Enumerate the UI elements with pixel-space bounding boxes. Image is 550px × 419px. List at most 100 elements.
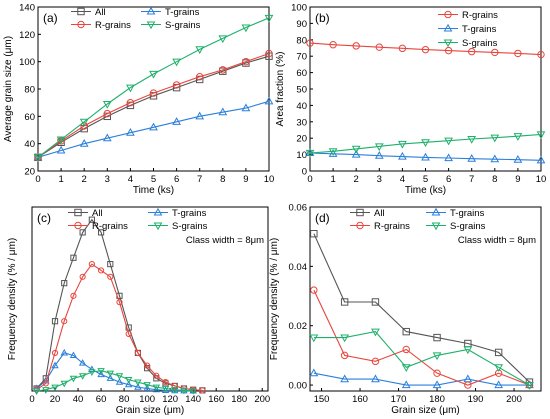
plot-frame bbox=[309, 206, 542, 392]
data-point bbox=[340, 351, 349, 360]
data-point bbox=[340, 334, 350, 343]
data-point bbox=[444, 153, 453, 162]
panel-label: (c) bbox=[37, 211, 51, 225]
legend-label: S-grains bbox=[462, 38, 498, 49]
class-width-annotation: Class width = 8μm bbox=[458, 235, 536, 246]
data-point bbox=[444, 137, 453, 146]
data-point bbox=[195, 111, 205, 120]
data-point bbox=[537, 50, 545, 59]
data-point bbox=[310, 286, 318, 294]
data-point bbox=[106, 370, 114, 378]
data-point bbox=[494, 348, 503, 357]
data-point bbox=[264, 14, 274, 23]
series-line bbox=[37, 100, 270, 158]
legend: All T-grains R-grains S-grains bbox=[71, 6, 201, 31]
data-point bbox=[88, 216, 95, 223]
y-tick-label: 100 bbox=[19, 57, 35, 68]
y-tick-label: 50 bbox=[296, 85, 307, 96]
data-point bbox=[195, 46, 205, 55]
legend-item-all: All bbox=[71, 7, 106, 18]
x-tick-label: 4 bbox=[128, 174, 133, 185]
x-tick-label: 100 bbox=[139, 394, 155, 405]
legend-label: T-grains bbox=[462, 24, 497, 35]
data-point bbox=[264, 96, 274, 105]
y-tick-label: 40 bbox=[296, 101, 307, 112]
data-point bbox=[421, 45, 430, 54]
legend-marker bbox=[444, 10, 452, 19]
y-tick-label: 30 bbox=[296, 117, 307, 128]
y-tick-label: 90 bbox=[296, 19, 307, 30]
series-t-grains bbox=[305, 148, 546, 164]
data-point bbox=[107, 273, 114, 280]
data-point bbox=[115, 378, 124, 385]
data-point bbox=[79, 138, 89, 147]
series-line bbox=[313, 330, 530, 386]
data-point bbox=[340, 298, 349, 306]
data-point bbox=[494, 380, 504, 389]
legend-marker bbox=[146, 21, 156, 30]
data-point bbox=[97, 368, 105, 375]
legend-item-r-grains: R-grains bbox=[68, 221, 128, 232]
data-point bbox=[371, 357, 380, 366]
data-point bbox=[218, 107, 228, 116]
y-tick-label: 10 bbox=[296, 150, 307, 161]
data-point bbox=[134, 383, 142, 390]
data-point bbox=[56, 145, 66, 154]
legend-item-s-grains: S-grains bbox=[438, 38, 498, 49]
y-tick-label: 70 bbox=[296, 52, 307, 63]
legend-marker bbox=[443, 39, 453, 48]
data-point bbox=[97, 267, 105, 274]
data-point bbox=[309, 368, 319, 377]
series-t-grains bbox=[309, 368, 534, 389]
data-point bbox=[432, 352, 442, 361]
x-tick-label: 120 bbox=[162, 394, 178, 405]
data-point bbox=[401, 364, 411, 372]
x-tick-label: 20 bbox=[50, 394, 61, 405]
data-point bbox=[32, 388, 41, 396]
x-axis-label: Grain size (μm) bbox=[116, 405, 185, 416]
y-axis-label: Frequency density (% / μm) bbox=[269, 238, 280, 360]
legend-label: T-grains bbox=[165, 7, 200, 18]
data-point bbox=[402, 345, 410, 354]
series-line bbox=[313, 372, 530, 386]
legend-marker bbox=[153, 207, 163, 216]
data-point bbox=[79, 229, 86, 236]
x-tick-label: 8 bbox=[492, 174, 497, 185]
data-point bbox=[328, 148, 338, 157]
plot-frame bbox=[37, 6, 270, 172]
class-width-annotation: Class width = 8μm bbox=[186, 235, 264, 246]
data-point bbox=[88, 261, 95, 268]
data-point bbox=[124, 376, 133, 384]
panel-c: 0 20 40 60 80 100 120 140 160 180 200 Grain size (μ… bbox=[7, 206, 270, 416]
data-point bbox=[79, 273, 86, 280]
x-axis-label: Time (ks) bbox=[405, 185, 446, 196]
legend-label: R-grains bbox=[374, 221, 410, 232]
data-point bbox=[152, 385, 161, 393]
y-tick-label: 60 bbox=[24, 112, 35, 123]
data-point bbox=[125, 330, 132, 337]
y-tick-label: 0.06 bbox=[289, 203, 308, 214]
y-tick-label: 40 bbox=[24, 139, 35, 150]
data-point bbox=[42, 380, 49, 387]
legend-item-s-grains: S-grains bbox=[141, 20, 201, 31]
series-line bbox=[309, 133, 542, 154]
x-tick-label: 1 bbox=[58, 174, 63, 185]
legend-marker bbox=[74, 208, 82, 217]
data-point bbox=[102, 100, 112, 109]
data-point bbox=[97, 229, 105, 236]
legend-item-t-grains: T-grains bbox=[438, 23, 497, 35]
legend-marker bbox=[431, 207, 441, 216]
data-point bbox=[149, 89, 158, 97]
series-s-grains bbox=[309, 328, 534, 390]
series-line bbox=[36, 263, 203, 391]
panel-label: (a) bbox=[43, 11, 58, 25]
data-point bbox=[78, 373, 87, 380]
data-point bbox=[126, 84, 135, 93]
data-point bbox=[143, 382, 151, 389]
series-line bbox=[309, 152, 542, 161]
data-point bbox=[149, 122, 158, 131]
x-tick-label: 6 bbox=[174, 174, 179, 185]
data-point bbox=[153, 372, 160, 379]
